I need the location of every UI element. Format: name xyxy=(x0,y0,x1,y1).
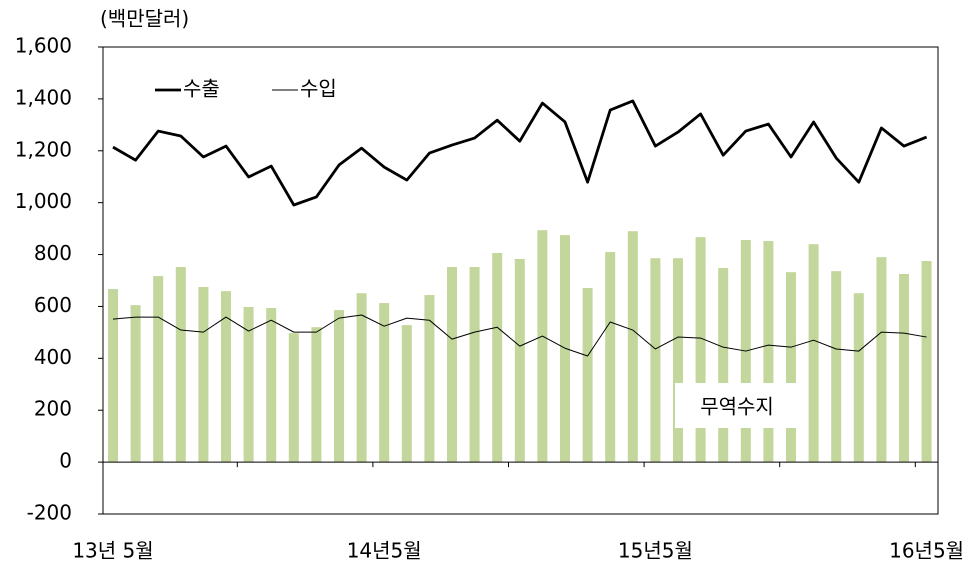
bar xyxy=(379,303,390,463)
bar xyxy=(175,267,186,463)
plot-frame xyxy=(102,46,939,515)
y-tick-label: 0 xyxy=(59,449,72,473)
bar xyxy=(424,295,435,463)
x-tick-label: 15년5월 xyxy=(618,539,693,563)
bar xyxy=(786,272,796,463)
bar xyxy=(582,288,593,463)
bar xyxy=(221,291,231,463)
bar xyxy=(695,237,706,463)
y-tick-label: 1,400 xyxy=(15,85,72,109)
bar xyxy=(447,267,457,463)
bar xyxy=(243,306,254,463)
bar xyxy=(627,231,638,463)
y-tick-label: 200 xyxy=(34,397,72,421)
unit-label: (백만달러) xyxy=(100,7,189,31)
bar xyxy=(334,310,344,463)
bar xyxy=(876,257,887,463)
bar xyxy=(537,230,548,463)
label-background xyxy=(675,383,799,428)
y-tick-label: 1,200 xyxy=(15,137,72,161)
bar xyxy=(763,241,774,463)
bar xyxy=(288,333,299,463)
x-tick-label: 13년 5월 xyxy=(72,539,153,563)
line-series xyxy=(112,99,928,207)
bar xyxy=(899,274,909,463)
y-tick-label: -200 xyxy=(27,501,72,525)
x-tick-label: 16년5월 xyxy=(889,539,964,563)
bar xyxy=(130,305,141,463)
bar xyxy=(153,276,164,463)
legend-label: 수출 xyxy=(183,77,220,101)
bar xyxy=(921,261,932,463)
bar xyxy=(266,308,277,463)
bar-series-label: 무역수지 xyxy=(700,395,774,419)
bar xyxy=(311,327,322,463)
bar xyxy=(514,258,525,463)
bar xyxy=(198,286,209,463)
bar xyxy=(469,267,480,463)
legend-label: 수입 xyxy=(300,77,337,101)
y-tick-label: 1,600 xyxy=(15,34,72,58)
bar xyxy=(853,293,864,463)
bar xyxy=(831,271,842,463)
bar xyxy=(401,325,412,463)
bar xyxy=(356,293,367,463)
bar xyxy=(650,258,661,463)
bar xyxy=(808,244,819,463)
bar xyxy=(492,252,503,463)
bar xyxy=(605,251,616,463)
bar xyxy=(718,268,729,463)
bar xyxy=(673,258,683,463)
y-tick-label: 800 xyxy=(34,241,72,265)
y-tick-label: 1,000 xyxy=(15,189,72,213)
x-tick-label: 14년5월 xyxy=(347,539,422,563)
y-tick-label: 400 xyxy=(34,345,72,369)
bar xyxy=(108,289,118,463)
y-tick-label: 600 xyxy=(34,293,72,317)
line-series xyxy=(112,314,927,357)
